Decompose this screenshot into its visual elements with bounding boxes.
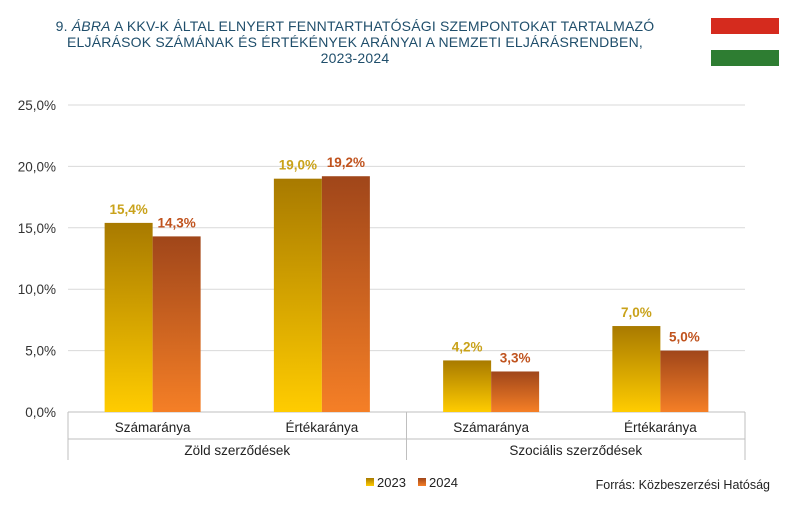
bar-2023 (273, 178, 322, 412)
bar-2023 (612, 326, 661, 412)
legend-label-2024: 2024 (429, 475, 458, 490)
bar-2024 (660, 350, 709, 412)
legend-swatch-2023 (366, 478, 374, 486)
chart-title: 9. ÁBRA A KKV-K ÁLTAL ELNYERT FENNTARTHA… (40, 18, 670, 66)
hungarian-flag-icon (711, 18, 779, 66)
bar-2023 (443, 360, 492, 412)
data-label-2024: 19,2% (327, 155, 365, 170)
title-line-3: 2023-2024 (320, 50, 390, 66)
legend-swatch-2024 (418, 478, 426, 486)
x-tick-label: Számaránya (453, 420, 529, 435)
bar-2024 (491, 371, 540, 412)
title-italic: ÁBRA (71, 18, 111, 34)
flag-stripe-white (711, 34, 779, 50)
y-tick-label: 20,0% (18, 159, 56, 174)
group-label: Szociális szerződések (509, 443, 642, 458)
data-label-2024: 3,3% (500, 350, 531, 365)
y-tick-label: 25,0% (18, 98, 56, 113)
bar-2023 (104, 222, 153, 412)
title-line-2: ELJÁRÁSOK SZÁMÁNAK ÉS ÉRTÉKÉNYEK ARÁNYAI… (67, 34, 643, 50)
group-label: Zöld szerződések (184, 443, 290, 458)
y-tick-label: 15,0% (18, 221, 56, 236)
title-line-1: 9. ÁBRA A KKV-K ÁLTAL ELNYERT FENNTARTHA… (40, 18, 670, 34)
flag-stripe-red (711, 18, 779, 34)
y-tick-label: 10,0% (18, 282, 56, 297)
x-tick-label: Értékaránya (285, 420, 358, 435)
data-label-2023: 7,0% (621, 305, 652, 320)
x-tick-label: Számaránya (115, 420, 191, 435)
data-label-2023: 4,2% (452, 339, 483, 354)
source-note: Forrás: Közbeszerzési Hatóság (595, 478, 770, 492)
data-label-2023: 15,4% (109, 202, 147, 217)
x-tick-label: Értékaránya (624, 420, 697, 435)
flag-stripe-green (711, 50, 779, 66)
title-prefix: 9. (55, 18, 72, 34)
y-tick-label: 0,0% (25, 405, 56, 420)
bar-2024 (152, 236, 201, 412)
data-label-2023: 19,0% (279, 158, 317, 173)
data-label-2024: 5,0% (669, 330, 700, 345)
legend-label-2023: 2023 (377, 475, 406, 490)
bar-2024 (321, 176, 370, 412)
title-line-1-rest: A KKV-K ÁLTAL ELNYERT FENNTARTHATÓSÁGI S… (110, 18, 655, 34)
data-label-2024: 14,3% (157, 215, 195, 230)
y-tick-label: 5,0% (25, 344, 56, 359)
